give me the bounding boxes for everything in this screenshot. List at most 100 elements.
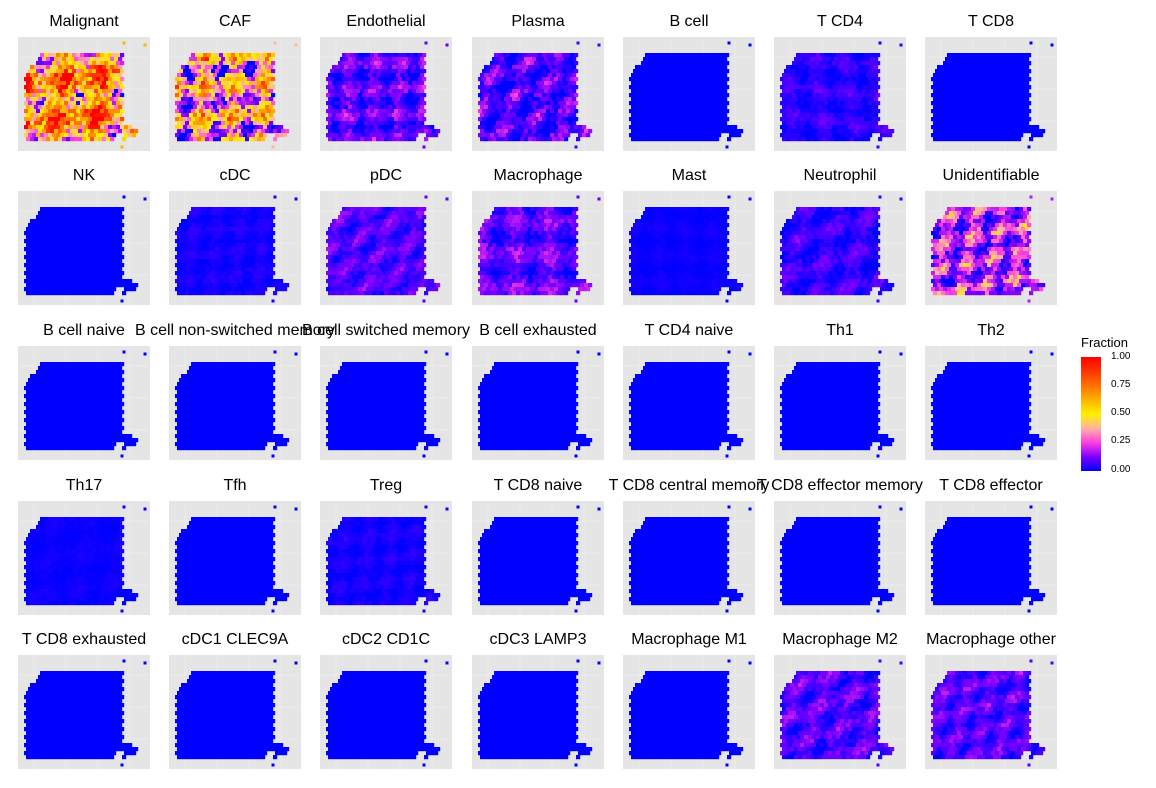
spot xyxy=(241,105,246,110)
spot xyxy=(110,275,115,280)
spot xyxy=(840,85,845,90)
spot xyxy=(243,93,248,98)
spot xyxy=(209,243,214,248)
spot xyxy=(818,89,823,94)
spot xyxy=(683,89,688,94)
spot xyxy=(963,53,968,58)
spot xyxy=(693,61,698,66)
spot xyxy=(953,105,958,110)
spot xyxy=(30,291,35,296)
spot xyxy=(597,43,601,47)
spot xyxy=(106,129,111,134)
spot xyxy=(203,231,208,236)
spot xyxy=(659,65,664,70)
spot xyxy=(356,113,361,118)
spot xyxy=(213,267,218,272)
spot xyxy=(1023,93,1028,98)
spot xyxy=(46,227,51,232)
spot xyxy=(945,81,950,86)
spot xyxy=(50,259,55,264)
spot xyxy=(691,105,696,110)
spot xyxy=(40,255,45,260)
spot xyxy=(398,85,403,90)
spot xyxy=(834,97,839,102)
spot xyxy=(191,93,196,98)
spot xyxy=(502,61,507,66)
spot xyxy=(530,53,535,58)
spot xyxy=(985,89,990,94)
spot xyxy=(659,57,664,62)
spot xyxy=(207,133,212,138)
spot xyxy=(36,287,41,292)
spot xyxy=(633,69,638,74)
spot xyxy=(518,109,523,114)
spot xyxy=(876,69,881,74)
spot xyxy=(530,61,535,66)
spot xyxy=(209,227,214,232)
spot xyxy=(66,275,71,280)
spot xyxy=(42,227,47,232)
spot xyxy=(181,267,186,272)
spot xyxy=(56,53,61,58)
spot xyxy=(854,97,859,102)
spot xyxy=(508,113,513,118)
spot xyxy=(86,113,91,118)
spot xyxy=(362,109,367,114)
spot xyxy=(263,117,268,122)
spot xyxy=(275,287,280,292)
spot xyxy=(229,243,234,248)
spot xyxy=(30,113,35,118)
spot xyxy=(106,97,111,102)
spot xyxy=(24,239,29,244)
spot xyxy=(838,89,843,94)
spot xyxy=(72,77,77,82)
spot xyxy=(32,223,37,228)
spot xyxy=(237,275,242,280)
spot xyxy=(251,215,256,220)
spot xyxy=(225,251,230,256)
spot xyxy=(193,283,198,288)
spot xyxy=(56,287,61,292)
spot xyxy=(80,101,85,106)
spot xyxy=(26,243,31,248)
spot xyxy=(213,129,218,134)
spot xyxy=(874,57,879,62)
spot xyxy=(356,81,361,86)
spot xyxy=(42,291,47,296)
spot xyxy=(522,53,527,58)
spot xyxy=(725,101,730,106)
spot xyxy=(118,57,123,62)
spot xyxy=(195,239,200,244)
spot xyxy=(691,129,696,134)
spot xyxy=(697,53,702,58)
spot xyxy=(205,121,210,126)
spot xyxy=(66,73,71,78)
spot xyxy=(963,117,968,122)
spot xyxy=(100,93,105,98)
spot xyxy=(550,61,555,66)
spot xyxy=(372,211,377,216)
spot xyxy=(219,109,224,114)
spot xyxy=(671,137,676,142)
spot xyxy=(143,43,147,47)
spot xyxy=(715,81,720,86)
spot xyxy=(556,129,561,134)
spot xyxy=(84,125,89,130)
spot xyxy=(362,117,367,122)
spot xyxy=(94,211,99,216)
spot xyxy=(943,117,948,122)
spot xyxy=(1017,57,1022,62)
spot xyxy=(703,113,708,118)
spot xyxy=(890,129,895,134)
spot xyxy=(542,61,547,66)
spot xyxy=(478,117,483,122)
spot xyxy=(66,113,71,118)
spot xyxy=(406,207,411,212)
spot xyxy=(257,65,262,70)
spot xyxy=(864,85,869,90)
spot xyxy=(975,77,980,82)
spot xyxy=(635,89,640,94)
spot xyxy=(993,113,998,118)
spot xyxy=(955,77,960,82)
spot xyxy=(852,77,857,82)
